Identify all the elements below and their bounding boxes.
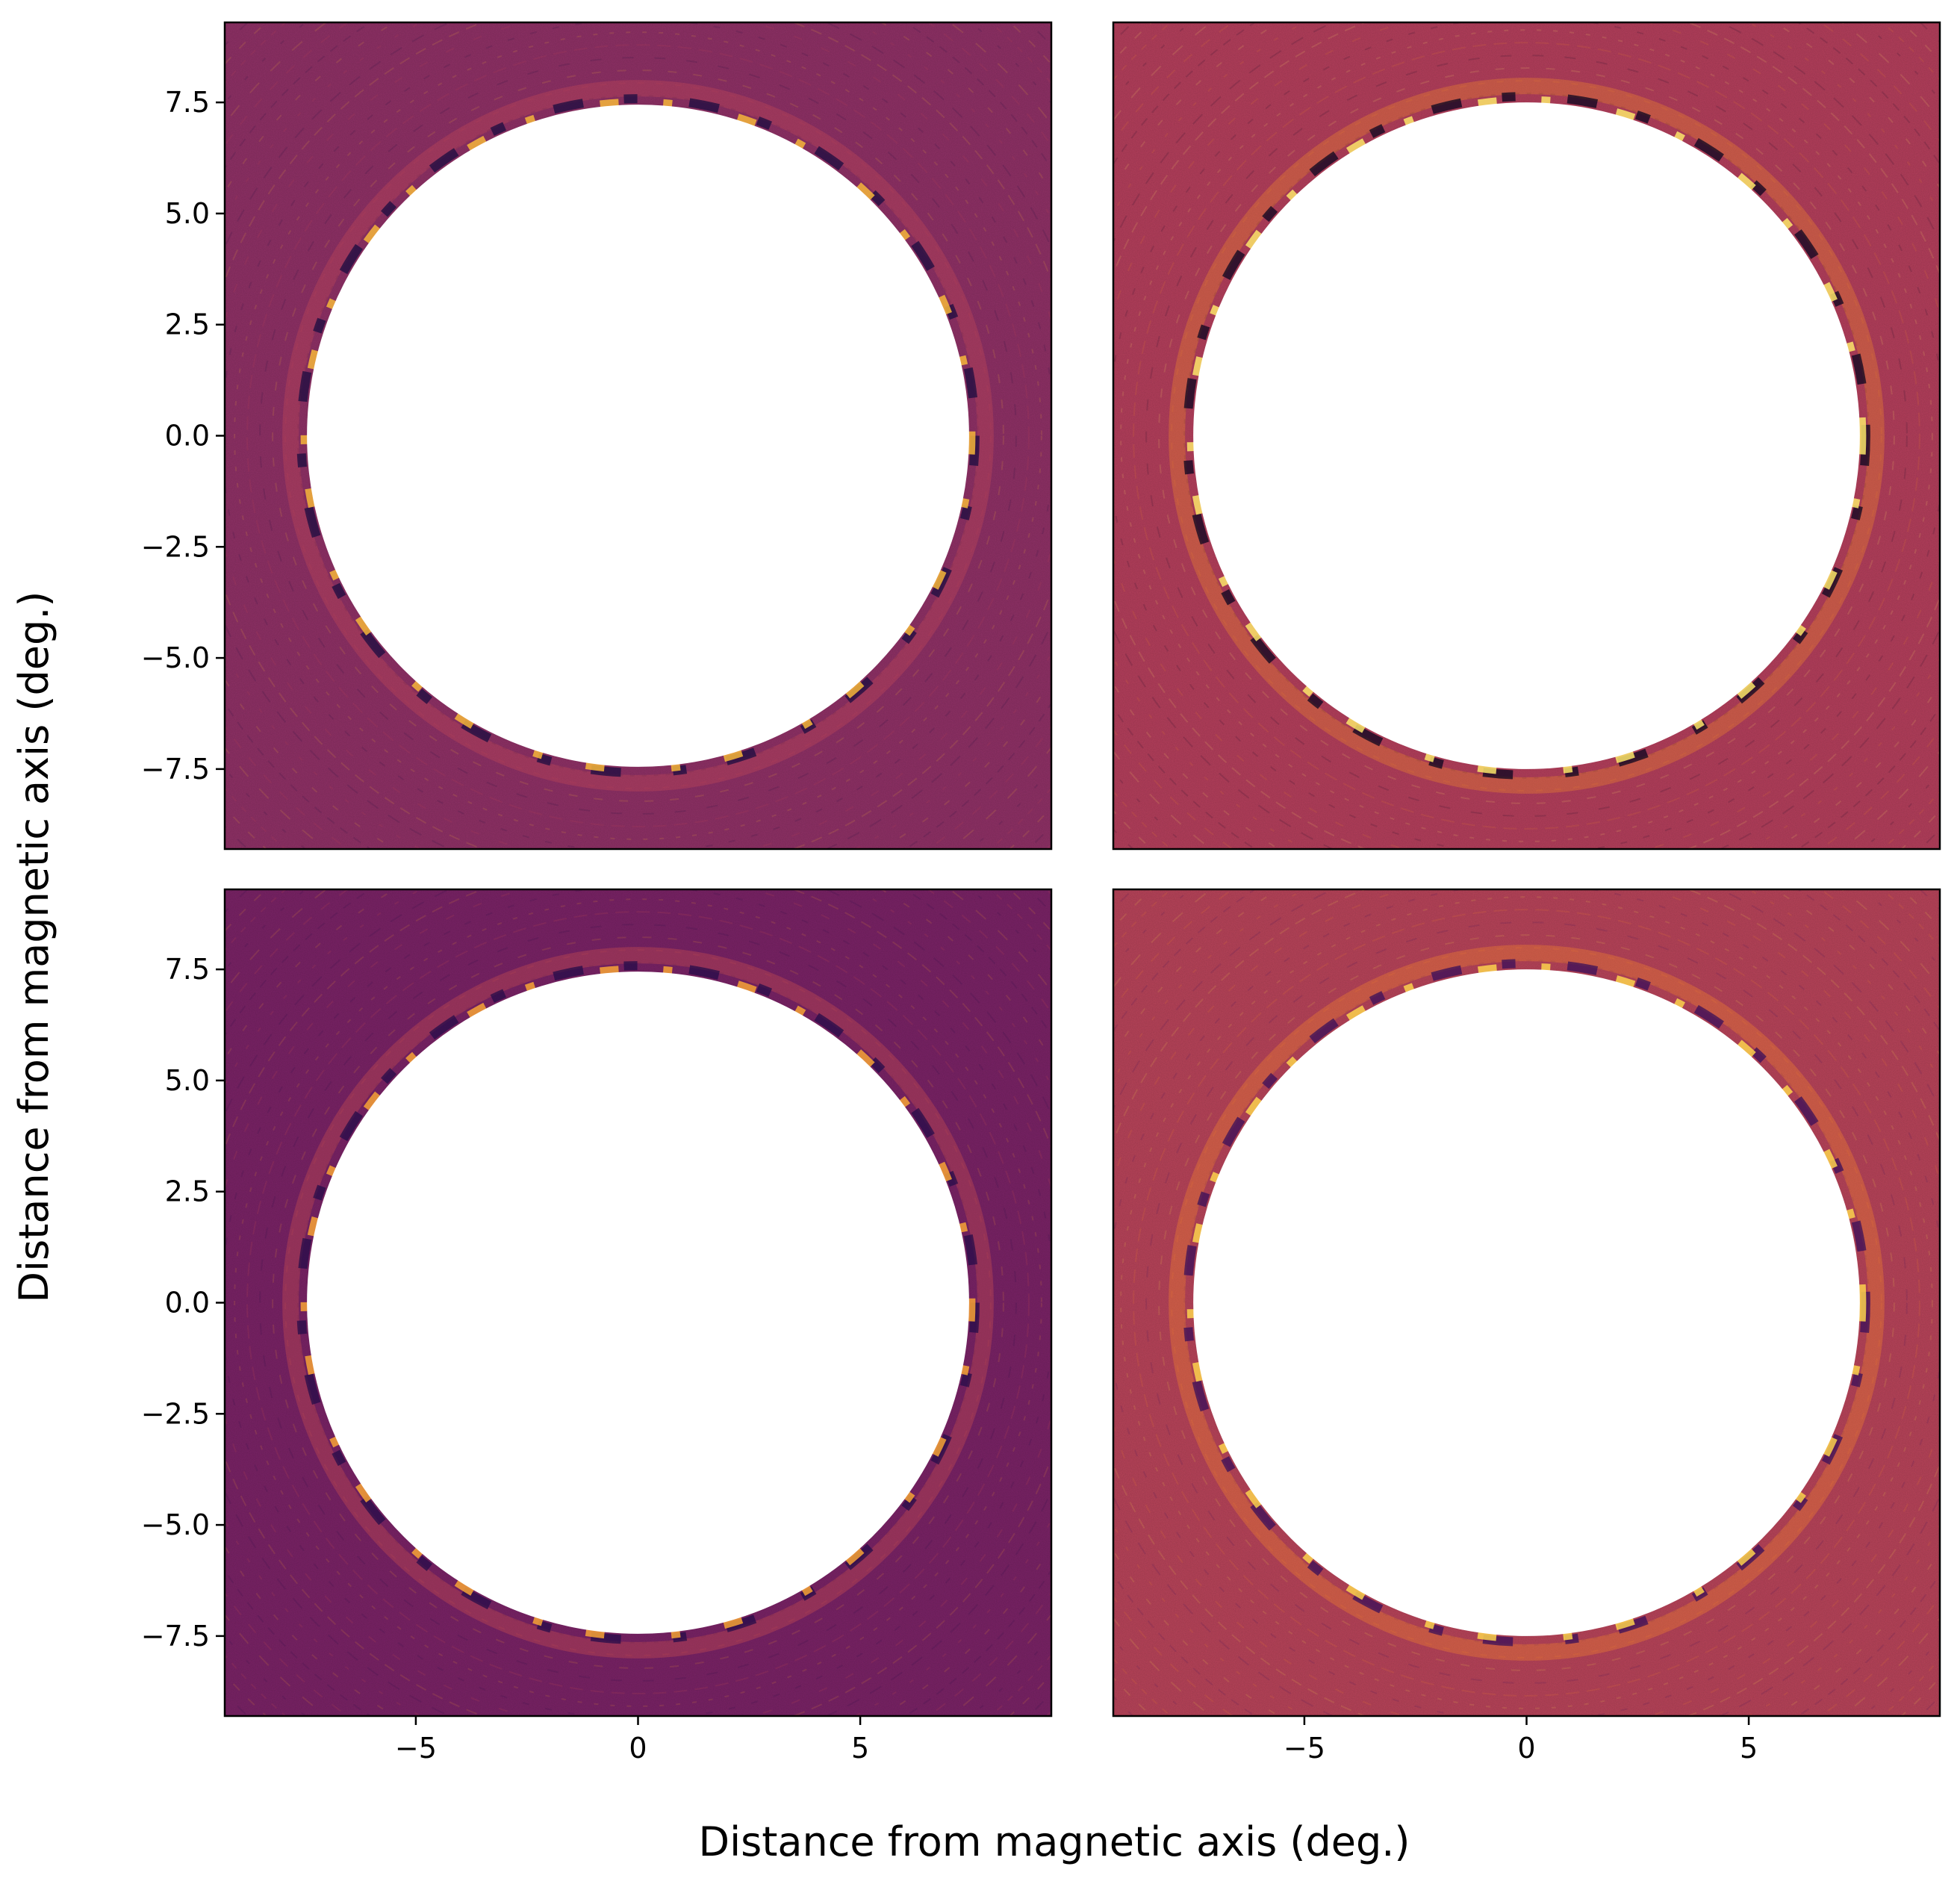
y-tick-label: 7.5 bbox=[165, 86, 210, 119]
y-tick-label: 2.5 bbox=[165, 1175, 210, 1208]
heatmap-panel-bottom-right: −5 0 5 bbox=[1112, 888, 1941, 1765]
heatmap-ring bbox=[1145, 55, 1908, 817]
y-tick-label: 5.0 bbox=[165, 197, 210, 230]
y-tick-label: −2.5 bbox=[141, 530, 210, 563]
x-tick-label: −5 bbox=[1284, 1732, 1325, 1765]
y-tick-label: 0.0 bbox=[165, 1287, 210, 1319]
y-tick-label: 7.5 bbox=[165, 953, 210, 986]
y-tick-label: −5.0 bbox=[141, 641, 210, 674]
x-tick-label: 0 bbox=[629, 1732, 647, 1765]
heatmap-ring bbox=[1133, 909, 1920, 1697]
heatmap-ring bbox=[272, 69, 1004, 802]
masked-disk bbox=[1193, 969, 1860, 1636]
axes-frame bbox=[1112, 21, 1941, 851]
edge-halo bbox=[282, 80, 994, 792]
heatmap-ring bbox=[259, 57, 1017, 815]
heatmap-ring bbox=[284, 82, 992, 789]
y-tick-label: −5.0 bbox=[141, 1508, 210, 1541]
heatmap-panel-top-left: 7.5 5.0 2.5 0.0 −2.5 −5.0 −7.5 bbox=[141, 21, 1053, 851]
heatmap-ring bbox=[1145, 921, 1908, 1684]
heatmap-ring bbox=[1158, 934, 1895, 1671]
edge-halo bbox=[1169, 945, 1885, 1661]
x-tick-label: 5 bbox=[851, 1732, 869, 1765]
masked-disk bbox=[1193, 102, 1860, 769]
edge-halo bbox=[282, 947, 994, 1659]
heatmap-ring bbox=[259, 924, 1017, 1682]
heatmap-ring bbox=[246, 44, 1030, 827]
heatmap-panel-bottom-left: 7.5 5.0 2.5 0.0 −2.5 −5.0 −7.5 −5 0 5 bbox=[141, 888, 1053, 1765]
edge-bright-band bbox=[300, 965, 976, 1641]
x-tick-label: 5 bbox=[1740, 1732, 1758, 1765]
heatmap-ring bbox=[284, 949, 992, 1656]
heatmap-ring bbox=[1171, 80, 1882, 792]
heatmap-panel-top-right bbox=[1112, 21, 1941, 851]
y-axis-label: Distance from magnetic axis (deg.) bbox=[10, 591, 57, 1303]
masked-disk bbox=[307, 972, 969, 1634]
y-tick-label: −2.5 bbox=[141, 1397, 210, 1430]
heatmap-ring bbox=[234, 898, 1042, 1707]
heatmap-ring bbox=[1120, 29, 1933, 842]
x-tick-label: −5 bbox=[395, 1732, 437, 1765]
edge-bright-band bbox=[300, 98, 976, 774]
heatmap-ring bbox=[1158, 67, 1895, 804]
x-axis-label: Distance from magnetic axis (deg.) bbox=[699, 1818, 1410, 1865]
masked-disk bbox=[307, 105, 969, 767]
heatmap-ring bbox=[1120, 896, 1933, 1709]
heatmap-ring bbox=[1133, 42, 1920, 830]
heatmap-ring bbox=[1171, 947, 1882, 1659]
y-tick-label: 2.5 bbox=[165, 308, 210, 341]
edge-halo bbox=[1169, 78, 1885, 794]
heatmap-ring bbox=[272, 936, 1004, 1669]
y-tick-label: −7.5 bbox=[141, 753, 210, 786]
edge-bright-band bbox=[1186, 96, 1867, 776]
y-tick-label: −7.5 bbox=[141, 1620, 210, 1653]
x-tick-label: 0 bbox=[1517, 1732, 1535, 1765]
y-tick-label: 0.0 bbox=[165, 420, 210, 453]
y-tick-label: 5.0 bbox=[165, 1064, 210, 1097]
heatmap-ring bbox=[246, 911, 1030, 1694]
heatmap-ring bbox=[234, 31, 1042, 840]
edge-bright-band bbox=[1186, 963, 1867, 1643]
